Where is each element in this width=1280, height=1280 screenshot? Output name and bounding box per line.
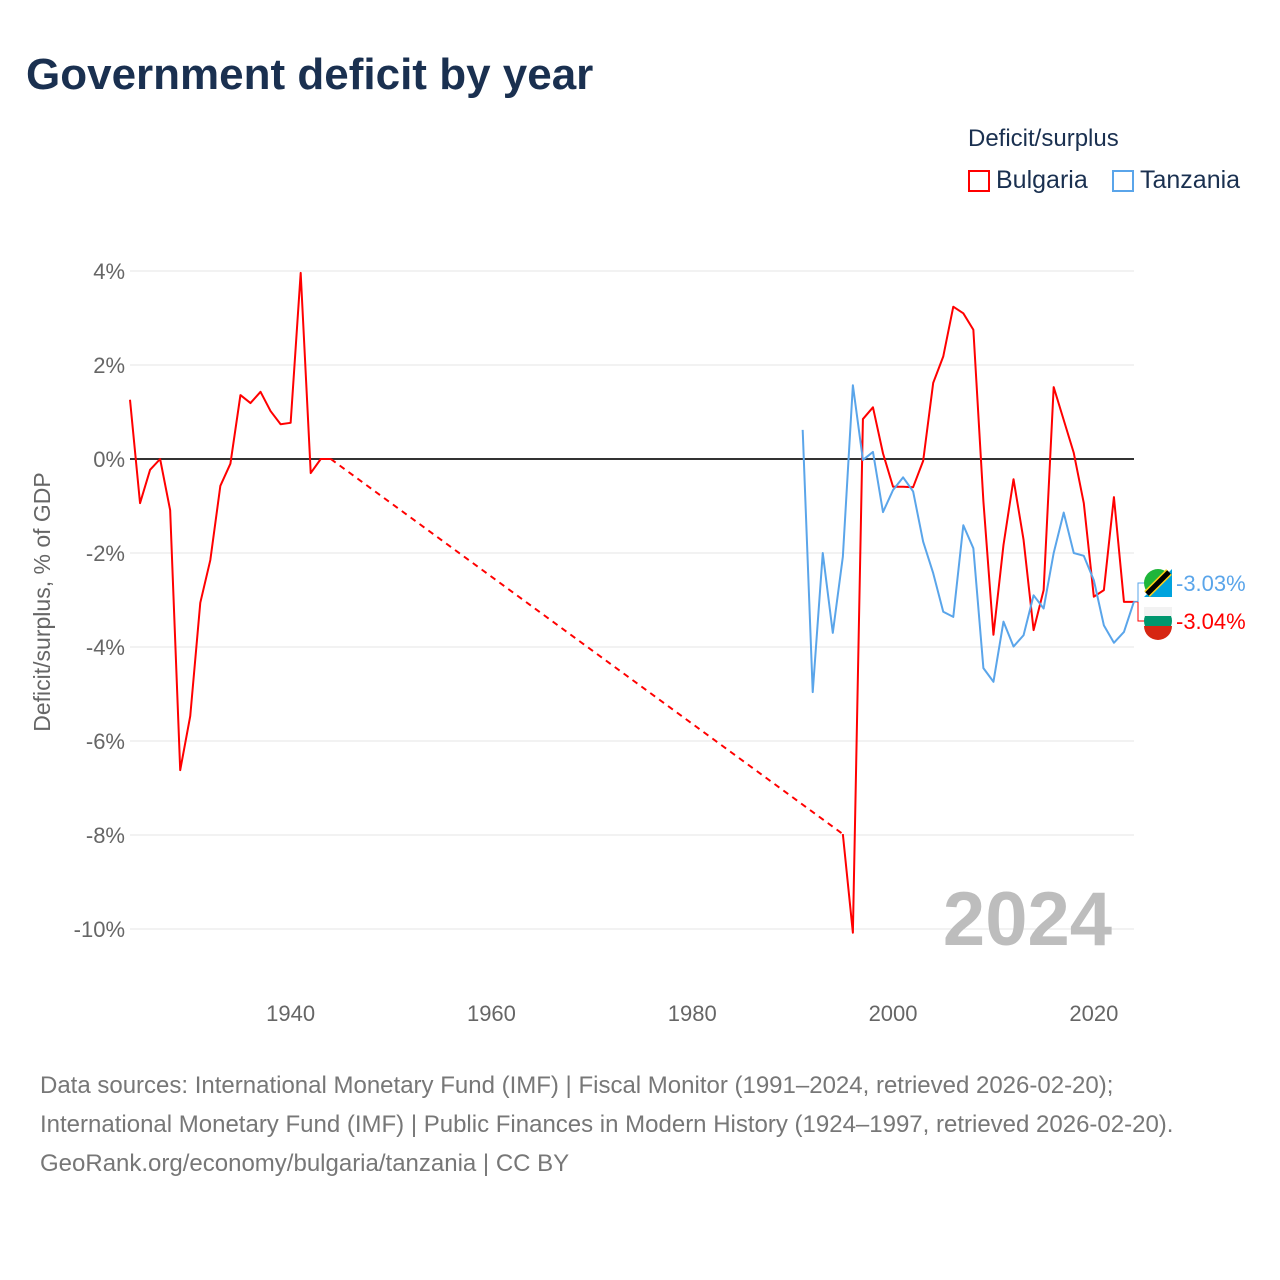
chart-title: Government deficit by year [26, 50, 594, 99]
x-tick-label: 1940 [266, 1001, 315, 1026]
end-connector [1134, 582, 1146, 602]
x-tick-label: 2000 [869, 1001, 918, 1026]
credit-link[interactable]: GeoRank.org/economy/bulgaria/tanzania | … [40, 1150, 570, 1177]
legend-item-bulgaria[interactable]: Bulgaria [968, 166, 1088, 195]
line-chart: 4% 2% 0% -2% -4% -6% -8% -10% 1940 1960 1980 2000 20… [29, 259, 1246, 1026]
y-tick-label: 4% [93, 259, 125, 284]
flag-stripe [1145, 570, 1171, 596]
y-tick-label: -6% [86, 729, 125, 754]
y-tick-label: -4% [86, 635, 125, 660]
legend-label-tanzania: Tanzania [1140, 166, 1241, 194]
series-line-bulgaria [330, 458, 844, 835]
series-line-tanzania [801, 384, 1135, 694]
series-line-bulgaria [129, 271, 331, 772]
legend-label-bulgaria: Bulgaria [996, 166, 1088, 194]
x-tick-label: 1980 [668, 1001, 717, 1026]
x-tick-label: 2020 [1069, 1001, 1118, 1026]
y-tick-label: 2% [93, 353, 125, 378]
y-axis-label: Deficit/surplus, % of GDP [29, 472, 55, 731]
x-tick-label: 1960 [467, 1001, 516, 1026]
end-value-label-tanzania: -3.03% [1176, 571, 1246, 596]
year-watermark: 2024 [943, 877, 1112, 962]
series-line-bulgaria [841, 305, 1134, 934]
data-sources: Data sources: International Monetary Fun… [40, 1072, 1174, 1138]
flag-stripe [1144, 607, 1172, 616]
legend-item-tanzania[interactable]: Tanzania [1112, 166, 1240, 195]
legend-swatch-tanzania [1112, 169, 1134, 192]
end-value-label-bulgaria: -3.04% [1176, 609, 1246, 634]
y-tick-label: -8% [86, 823, 125, 848]
legend-title: Deficit/surplus [968, 125, 1119, 152]
y-tick-label: 0% [93, 447, 125, 472]
y-tick-label: -10% [74, 917, 125, 942]
footer: Data sources: International Monetary Fun… [40, 1066, 1240, 1183]
legend-swatch-bulgaria [968, 169, 990, 192]
flag-stripe [1144, 626, 1172, 640]
y-tick-label: -2% [86, 541, 125, 566]
